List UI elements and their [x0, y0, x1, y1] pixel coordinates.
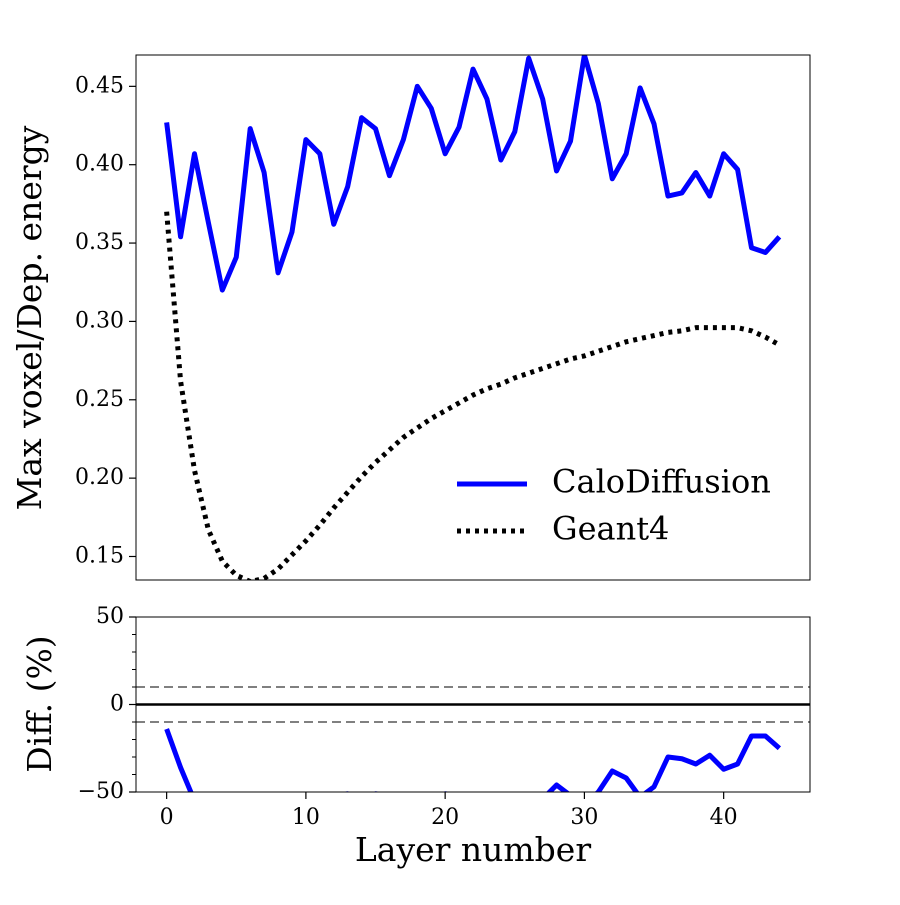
y-tick-label: 0.25: [75, 387, 124, 412]
y-tick-label: 0.45: [75, 73, 124, 98]
y-axis-label: Max voxel/Dep. energy: [10, 125, 49, 510]
plot-area: [164, 728, 782, 792]
data-line: [164, 728, 782, 792]
y-tick-label: 0.30: [75, 308, 124, 333]
x-tick-label: 20: [431, 805, 459, 830]
x-tick-label: 30: [570, 805, 598, 830]
plot-area: [164, 55, 782, 580]
x-axis-label: Layer number: [355, 830, 591, 869]
y-tick-label: 0.15: [75, 543, 124, 568]
x-tick-label: 0: [160, 805, 174, 830]
y-tick-label: 0.20: [75, 465, 124, 490]
legend-label: Geant4: [552, 510, 669, 548]
x-tick-label: 10: [292, 805, 320, 830]
y-tick-label: 0.40: [75, 152, 124, 177]
y-axis-label: Diff. (%): [20, 635, 59, 772]
y-tick-label: 0: [110, 692, 124, 717]
legend-label: CaloDiffusion: [552, 463, 771, 501]
axes-frame: [135, 54, 811, 581]
y-tick-label: 50: [96, 604, 124, 629]
data-line: [164, 55, 782, 293]
y-tick-label: 0.35: [75, 230, 124, 255]
y-tick-label: −50: [78, 779, 124, 804]
data-line: [164, 211, 781, 580]
x-tick-label: 40: [710, 805, 738, 830]
